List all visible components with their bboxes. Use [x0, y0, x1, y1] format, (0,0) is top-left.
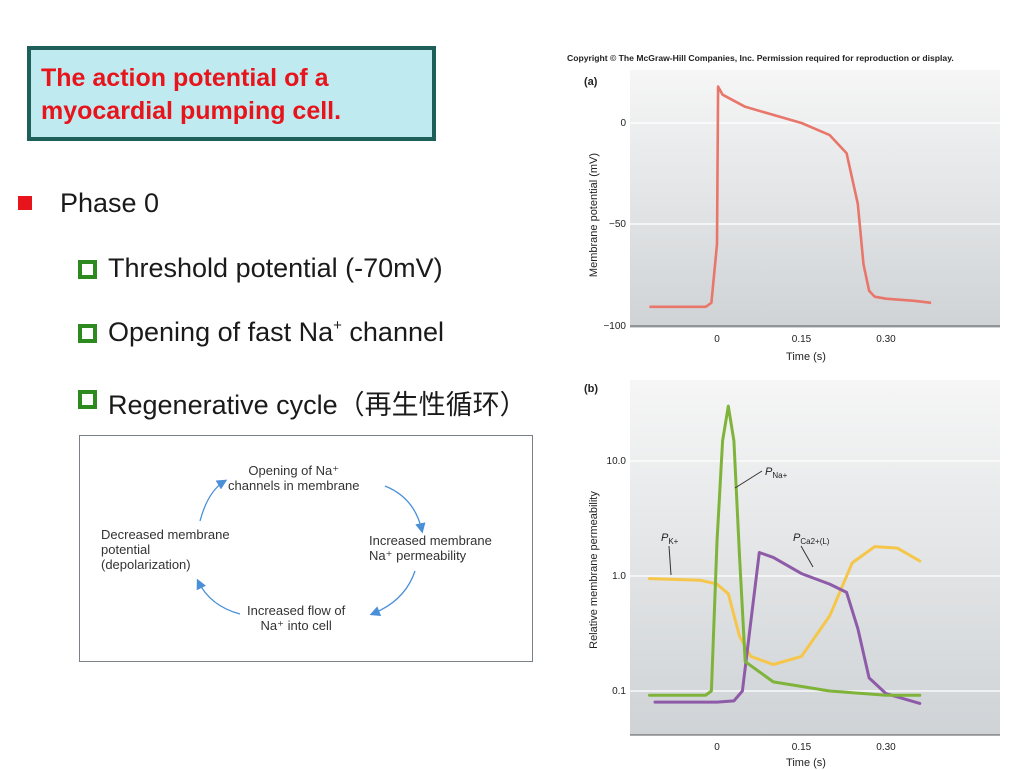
y-tick-label: 10.0 [607, 456, 627, 467]
bullet-phase0-label: Phase 0 [60, 188, 160, 218]
y-tick-label: −100 [603, 321, 626, 332]
y-tick-label: −50 [609, 219, 626, 230]
cycle-arrows [196, 479, 426, 616]
arrow-bottom-to-left [196, 578, 241, 615]
cycle-label-left: Decreased membrane potential (depolariza… [101, 527, 230, 572]
y-tick-label: 0 [620, 118, 626, 129]
bullet-opening-label: Opening of fast Na+ channel [108, 317, 444, 347]
series-label-leader [800, 545, 814, 568]
arrow-top-to-right [384, 485, 426, 534]
bullet-regenerative-label: Regenerative cycle（再生性循环） [108, 390, 527, 420]
chart-b-background [630, 380, 1000, 735]
x-tick-label: 0 [714, 742, 720, 753]
arrow-left-to-top [199, 479, 228, 522]
x-tick-label: 0.15 [792, 742, 812, 753]
cycle-label-top: Opening of Na⁺ channels in membrane [228, 463, 360, 493]
arrow-right-to-bottom [369, 570, 416, 616]
x-axis-label: Time (s) [786, 351, 826, 363]
x-tick-label: 0.30 [876, 334, 896, 345]
panel-a-label: (a) [584, 76, 598, 88]
hollow-square-bullet-icon [78, 390, 97, 409]
series-label-leader [734, 470, 763, 489]
x-tick-label: 0.30 [876, 742, 896, 753]
hollow-square-bullet-icon [78, 260, 97, 279]
bullet-threshold-label: Threshold potential (-70mV) [108, 253, 443, 283]
series-line-ca2l [653, 551, 922, 705]
title-box: The action potential of a myocardial pum… [27, 46, 436, 141]
x-tick-label: 0 [714, 334, 720, 345]
cycle-label-bottom: Increased flow of Na⁺ into cell [247, 603, 346, 633]
series-line-na [647, 404, 922, 697]
series-label-leader [668, 545, 672, 576]
series-label: PCa2+(L) [793, 532, 830, 546]
x-tick-label: 0.15 [792, 334, 812, 345]
series-line-k [647, 545, 922, 666]
copyright-notice: Copyright © The McGraw-Hill Companies, I… [567, 53, 954, 63]
square-bullet-icon [18, 196, 32, 210]
panel-b-label: (b) [584, 383, 598, 395]
y-tick-label: 1.0 [612, 571, 626, 582]
slide-title: The action potential of a myocardial pum… [41, 64, 342, 125]
hollow-square-bullet-icon [78, 324, 97, 343]
x-axis-label: Time (s) [786, 757, 826, 769]
y-axis-label: Relative membrane permeability [588, 491, 600, 649]
cycle-diagram: Opening of Na⁺ channels in membrane Incr… [79, 435, 533, 662]
y-axis-label: Membrane potential (mV) [588, 153, 600, 277]
series-line-membrane-potential [649, 85, 932, 309]
y-tick-label: 0.1 [612, 686, 626, 697]
chart-a-background [630, 70, 1000, 328]
series-label: PK+ [661, 532, 679, 546]
series-label: PNa+ [765, 466, 788, 480]
cycle-label-right: Increased membrane Na⁺ permeability [369, 533, 492, 563]
